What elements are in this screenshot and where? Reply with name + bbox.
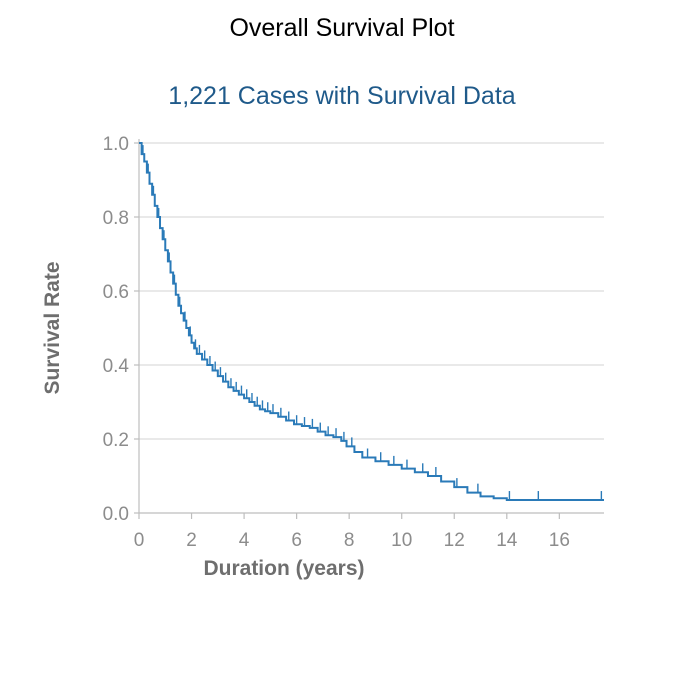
- tick-labels: 0.0 0.2 0.4 0.6 0.8 1.0 0 2 4 6 8 10 12 14 16: [103, 134, 570, 551]
- x-tick-label: 6: [291, 530, 302, 551]
- x-tick-label: 12: [444, 530, 465, 551]
- grid-lines: [139, 142, 604, 440]
- x-axis-title: Duration (years): [203, 557, 364, 580]
- y-tick-label: 0.4: [103, 356, 130, 377]
- x-tick-label: 4: [239, 530, 250, 551]
- x-tick-label: 16: [549, 530, 570, 551]
- survival-curve: [139, 142, 604, 502]
- y-tick-label: 0.6: [103, 282, 129, 303]
- chart-title: Overall Survival Plot: [229, 14, 455, 42]
- x-tick-label: 2: [186, 530, 197, 551]
- chart-subtitle: 1,221 Cases with Survival Data: [168, 82, 516, 110]
- x-tick-label: 14: [496, 530, 518, 551]
- axes: [134, 139, 604, 519]
- x-tick-label: 8: [344, 530, 355, 551]
- y-axis-title: Survival Rate: [41, 261, 64, 394]
- x-tick-label: 0: [134, 530, 145, 551]
- series: [139, 142, 604, 502]
- y-tick-label: 1.0: [103, 134, 129, 155]
- x-tick-label: 10: [391, 530, 412, 551]
- y-tick-label: 0.0: [103, 504, 129, 525]
- y-tick-label: 0.2: [103, 430, 129, 451]
- y-tick-label: 0.8: [103, 208, 129, 229]
